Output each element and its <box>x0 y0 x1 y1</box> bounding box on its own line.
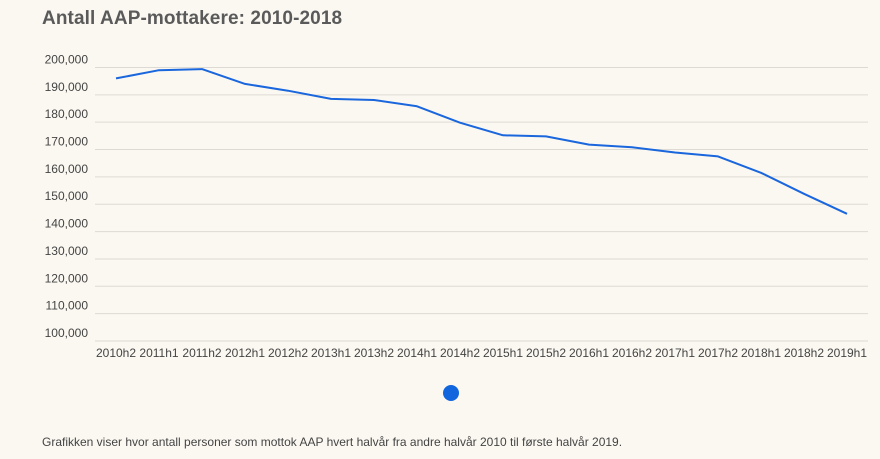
data-point[interactable] <box>800 190 808 198</box>
x-tick-label: 2013h1 <box>311 346 351 360</box>
x-tick-label: 2017h1 <box>655 346 695 360</box>
y-axis-ticks: 100,000 110,000 120,000 130,000 140,000 150,0… <box>45 52 89 340</box>
x-tick-label: 2012h1 <box>225 346 265 360</box>
x-tick-label: 2016h1 <box>569 346 609 360</box>
chart-caption: Grafikken viser hvor antall personer som… <box>42 435 623 449</box>
data-point[interactable] <box>671 149 679 157</box>
data-point[interactable] <box>327 95 335 103</box>
series-layer <box>112 65 851 218</box>
gridlines <box>95 66 868 342</box>
x-tick-label: 2012h2 <box>268 346 308 360</box>
x-tick-label: 2018h1 <box>741 346 781 360</box>
x-tick-label: 2011h2 <box>182 346 221 360</box>
data-point[interactable] <box>370 96 378 104</box>
x-tick-label: 2010h2 <box>96 346 136 360</box>
data-point[interactable] <box>499 131 507 139</box>
pager-dot-active[interactable] <box>443 385 459 401</box>
data-point[interactable] <box>413 102 421 110</box>
y-tick-label: 180,000 <box>45 107 89 121</box>
x-axis-ticks: 2010h2 2011h1 2011h2 2012h1 2012h2 2013h1 2013… <box>96 346 867 360</box>
data-point[interactable] <box>585 141 593 149</box>
data-point[interactable] <box>241 80 249 88</box>
x-tick-label: 2015h2 <box>526 346 566 360</box>
x-tick-label: 2015h1 <box>483 346 523 360</box>
y-tick-label: 170,000 <box>45 135 89 149</box>
series-line <box>115 68 848 215</box>
x-tick-label: 2014h2 <box>440 346 480 360</box>
x-tick-label: 2019h1 <box>827 346 867 360</box>
data-point[interactable] <box>757 169 765 177</box>
x-tick-label: 2016h2 <box>612 346 652 360</box>
y-tick-label: 140,000 <box>45 217 89 231</box>
y-tick-label: 190,000 <box>45 80 89 94</box>
data-point[interactable] <box>456 119 464 127</box>
data-point[interactable] <box>112 74 120 82</box>
line-chart: 100,000 110,000 120,000 130,000 140,000 150,0… <box>45 52 868 360</box>
chart-title: Antall AAP-mottakere: 2010-2018 <box>42 8 343 29</box>
y-tick-label: 130,000 <box>45 244 89 258</box>
data-point[interactable] <box>628 143 636 151</box>
y-tick-label: 160,000 <box>45 162 89 176</box>
x-tick-label: 2011h1 <box>139 346 178 360</box>
y-tick-label: 150,000 <box>45 189 89 203</box>
data-point[interactable] <box>155 66 163 74</box>
data-point[interactable] <box>284 87 292 95</box>
x-tick-label: 2018h2 <box>784 346 824 360</box>
y-tick-label: 110,000 <box>46 299 89 313</box>
data-point[interactable] <box>843 210 851 218</box>
y-tick-label: 100,000 <box>45 326 89 340</box>
y-tick-label: 200,000 <box>45 52 89 66</box>
data-point[interactable] <box>714 152 722 160</box>
data-point[interactable] <box>198 65 206 73</box>
x-tick-label: 2014h1 <box>397 346 437 360</box>
x-tick-label: 2017h2 <box>698 346 738 360</box>
y-tick-label: 120,000 <box>45 271 89 285</box>
x-tick-label: 2013h2 <box>354 346 394 360</box>
data-point[interactable] <box>542 132 550 140</box>
